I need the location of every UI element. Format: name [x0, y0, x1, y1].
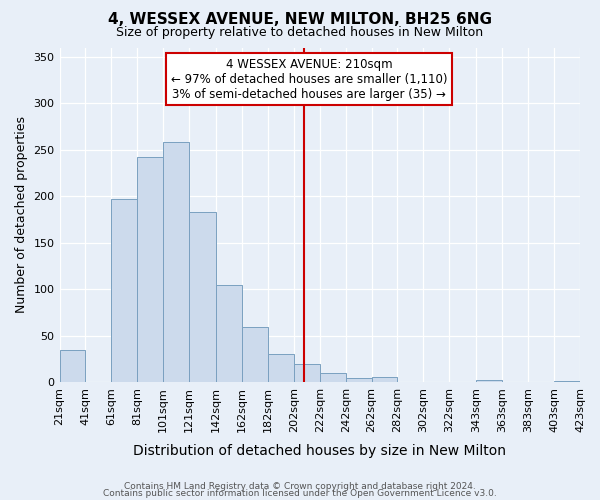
Bar	[346, 378, 371, 382]
Text: Contains public sector information licensed under the Open Government Licence v3: Contains public sector information licen…	[103, 489, 497, 498]
Bar	[112, 199, 137, 382]
Bar	[268, 354, 294, 382]
Y-axis label: Number of detached properties: Number of detached properties	[15, 116, 28, 314]
Text: 4 WESSEX AVENUE: 210sqm
← 97% of detached houses are smaller (1,110)
3% of semi-: 4 WESSEX AVENUE: 210sqm ← 97% of detache…	[171, 58, 448, 100]
Text: 4, WESSEX AVENUE, NEW MILTON, BH25 6NG: 4, WESSEX AVENUE, NEW MILTON, BH25 6NG	[108, 12, 492, 28]
Bar	[137, 158, 163, 382]
Bar	[476, 380, 502, 382]
Bar	[554, 380, 580, 382]
Text: Size of property relative to detached houses in New Milton: Size of property relative to detached ho…	[116, 26, 484, 39]
Bar	[216, 284, 242, 382]
Bar	[371, 377, 397, 382]
Bar	[59, 350, 85, 382]
Text: Contains HM Land Registry data © Crown copyright and database right 2024.: Contains HM Land Registry data © Crown c…	[124, 482, 476, 491]
Bar	[242, 326, 268, 382]
X-axis label: Distribution of detached houses by size in New Milton: Distribution of detached houses by size …	[133, 444, 506, 458]
Bar	[189, 212, 216, 382]
Bar	[163, 142, 189, 382]
Bar	[320, 373, 346, 382]
Bar	[294, 364, 320, 382]
